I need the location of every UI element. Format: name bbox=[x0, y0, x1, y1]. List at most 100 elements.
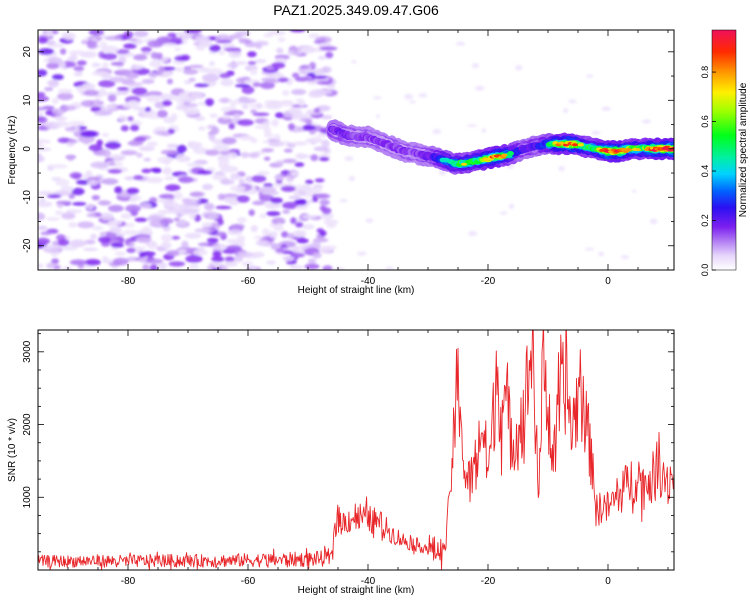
noise-blob bbox=[208, 133, 216, 141]
noise-blob bbox=[189, 191, 204, 197]
noise-blob bbox=[264, 100, 282, 105]
noise-blob bbox=[108, 154, 127, 159]
noise-blob bbox=[601, 106, 611, 111]
noise-blob bbox=[499, 211, 508, 215]
noise-blob bbox=[99, 41, 108, 50]
noise-blob bbox=[148, 60, 162, 68]
noise-blob bbox=[146, 215, 163, 222]
noise-blob bbox=[334, 267, 345, 270]
noise-blob bbox=[432, 128, 442, 135]
noise-blob bbox=[320, 115, 333, 120]
noise-blob bbox=[373, 96, 382, 100]
noise-blob bbox=[170, 113, 178, 121]
noise-blob bbox=[242, 104, 249, 110]
noise-blob bbox=[131, 87, 148, 95]
noise-blob bbox=[481, 128, 487, 133]
noise-blob bbox=[212, 144, 230, 153]
noise-blob bbox=[409, 100, 416, 104]
noise-blob bbox=[247, 61, 257, 65]
noise-blob bbox=[145, 258, 164, 264]
noise-blob bbox=[186, 162, 203, 167]
noise-blob bbox=[87, 177, 101, 181]
noise-blob bbox=[207, 213, 219, 220]
noise-blob bbox=[236, 195, 250, 203]
noise-blob bbox=[235, 61, 247, 65]
noise-blob bbox=[85, 170, 93, 177]
signal-blob bbox=[461, 162, 467, 166]
noise-blob bbox=[350, 60, 357, 64]
noise-blob bbox=[313, 146, 330, 152]
noise-blob bbox=[261, 148, 274, 153]
noise-blob bbox=[233, 113, 241, 118]
noise-blob bbox=[263, 120, 270, 127]
noise-blob bbox=[212, 243, 228, 250]
noise-blob bbox=[259, 81, 275, 89]
noise-blob bbox=[275, 248, 285, 253]
noise-blob bbox=[148, 72, 158, 78]
noise-blob bbox=[159, 209, 170, 214]
noise-blob bbox=[262, 228, 270, 236]
noise-blob bbox=[585, 74, 594, 78]
noise-blob bbox=[141, 79, 155, 84]
noise-blob bbox=[224, 256, 235, 263]
noise-blob bbox=[194, 228, 211, 233]
colorbar-label: Normalized spectral amplitude bbox=[738, 82, 749, 217]
noise-blob bbox=[248, 152, 260, 159]
noise-blob bbox=[291, 246, 300, 253]
noise-blob bbox=[38, 201, 53, 208]
noise-blob bbox=[356, 251, 367, 256]
noise-blob bbox=[202, 183, 214, 191]
noise-blob bbox=[308, 33, 320, 39]
noise-blob bbox=[344, 156, 354, 161]
noise-blob bbox=[313, 68, 326, 76]
noise-blob bbox=[38, 92, 46, 97]
noise-blob bbox=[144, 107, 152, 112]
noise-blob bbox=[127, 140, 143, 147]
noise-blob bbox=[212, 250, 222, 258]
noise-blob bbox=[48, 79, 60, 88]
noise-blob bbox=[275, 160, 285, 166]
noise-blob bbox=[135, 235, 152, 243]
noise-blob bbox=[146, 176, 164, 184]
noise-blob bbox=[108, 162, 116, 166]
colorbar-ticks: 0.0 0.2 0.4 0.6 0.8 bbox=[700, 66, 716, 276]
noise-blob bbox=[467, 124, 477, 128]
colorbar-tick-label: 0.8 bbox=[700, 66, 710, 79]
x-tick-label: 0 bbox=[605, 276, 611, 287]
noise-blob bbox=[55, 178, 70, 187]
noise-blob bbox=[101, 75, 113, 79]
noise-blob bbox=[263, 183, 274, 188]
noise-blob bbox=[91, 195, 101, 201]
noise-blob bbox=[93, 110, 112, 116]
noise-blob bbox=[109, 226, 122, 234]
noise-blob bbox=[91, 225, 104, 231]
noise-blob bbox=[38, 190, 54, 196]
noise-blob bbox=[185, 254, 203, 263]
noise-blob bbox=[46, 194, 62, 199]
noise-blob bbox=[268, 30, 286, 36]
noise-blob bbox=[319, 246, 333, 253]
noise-blob bbox=[140, 46, 152, 53]
noise-blob bbox=[310, 136, 322, 143]
snr-y-label: SNR (10 * v/v) bbox=[7, 418, 18, 482]
noise-blob bbox=[176, 98, 185, 106]
noise-blob bbox=[219, 178, 235, 185]
noise-blob bbox=[271, 217, 286, 225]
noise-blob bbox=[275, 112, 284, 119]
noise-blob bbox=[254, 235, 263, 240]
noise-blob bbox=[86, 40, 97, 49]
spectrogram-signal-track bbox=[326, 119, 674, 175]
noise-blob bbox=[248, 209, 255, 216]
noise-blob bbox=[438, 169, 447, 176]
noise-blob bbox=[204, 202, 215, 211]
noise-blob bbox=[141, 168, 152, 174]
noise-blob bbox=[54, 210, 63, 216]
noise-blob bbox=[195, 35, 210, 44]
noise-blob bbox=[84, 239, 96, 245]
noise-blob bbox=[157, 110, 168, 118]
spectrogram-panel: -80 -60 -40 -20 0 -20 -10 0 10 20 Height of stra… bbox=[7, 29, 675, 296]
noise-blob bbox=[71, 187, 85, 196]
noise-blob bbox=[78, 135, 95, 144]
noise-blob bbox=[81, 39, 89, 45]
